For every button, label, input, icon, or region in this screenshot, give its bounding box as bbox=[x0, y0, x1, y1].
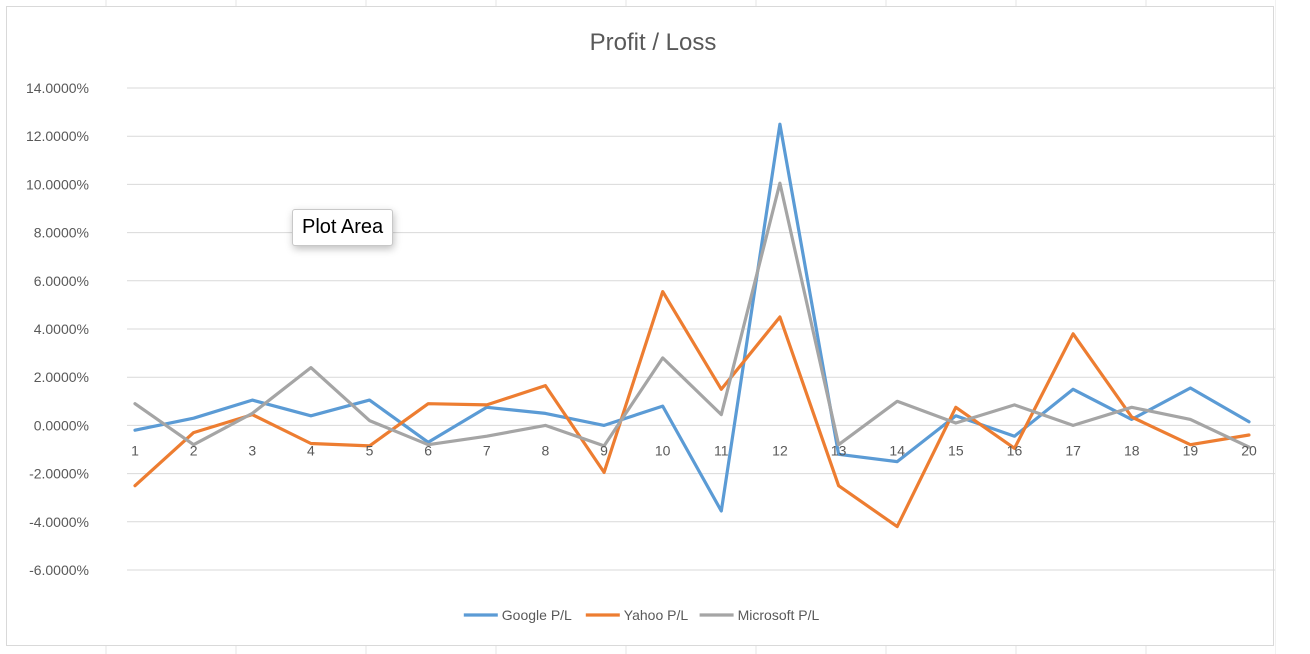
x-tick-label: 11 bbox=[714, 442, 729, 458]
x-tick-label: 5 bbox=[366, 442, 374, 458]
legend[interactable]: Google P/L Yahoo P/L Microsoft P/L bbox=[463, 607, 820, 623]
line-chart[interactable]: Profit / Loss 14.0000%12.0000%10.0000%8.… bbox=[7, 7, 1275, 647]
y-tick-label: 14.0000% bbox=[26, 80, 89, 96]
x-tick-label: 17 bbox=[1065, 442, 1081, 458]
x-tick-label: 13 bbox=[831, 442, 847, 458]
y-tick-label: -2.0000% bbox=[29, 466, 89, 482]
y-tick-label: 4.0000% bbox=[34, 321, 89, 337]
y-tick-label: 12.0000% bbox=[26, 128, 89, 144]
series-line[interactable] bbox=[133, 122, 1251, 513]
x-tick-label: 4 bbox=[307, 442, 315, 458]
chart-area[interactable]: Profit / Loss 14.0000% 12.0000% 10.0000% 8.… bbox=[6, 6, 1275, 647]
y-tick-label: -4.0000% bbox=[29, 514, 89, 530]
x-tick-label: 16 bbox=[1007, 442, 1023, 458]
plot-area-tooltip: Plot Area bbox=[292, 209, 394, 246]
x-tick-label: 12 bbox=[772, 442, 788, 458]
x-tick-label: 18 bbox=[1124, 442, 1140, 458]
x-tick-label: 2 bbox=[190, 442, 198, 458]
series-line[interactable] bbox=[133, 181, 1251, 449]
y-tick-label: 2.0000% bbox=[34, 369, 89, 385]
x-tick-label: 1 bbox=[131, 442, 139, 458]
x-tick-label: 10 bbox=[655, 442, 671, 458]
x-tick-label: 19 bbox=[1183, 442, 1199, 458]
series-lines[interactable] bbox=[133, 122, 1251, 529]
x-axis-ticks: 1 2 3 4 5 6 7 8 9 10 11 12 13 14 15 16 17 18 19 20 bbox=[131, 442, 1257, 458]
x-tick-label: 15 bbox=[948, 442, 964, 458]
x-tick-label: 14 bbox=[889, 442, 905, 458]
x-tick-label: 8 bbox=[542, 442, 550, 458]
y-axis-ticks: 14.0000% 12.0000% 10.0000% 8.0000% 6.0000% 4.… bbox=[26, 80, 89, 578]
series-line[interactable] bbox=[133, 290, 1251, 529]
legend-label[interactable]: Google P/L bbox=[502, 607, 572, 623]
y-tick-label: 0.0000% bbox=[34, 417, 89, 433]
x-tick-label: 20 bbox=[1241, 442, 1257, 458]
x-tick-label: 9 bbox=[600, 442, 608, 458]
x-tick-label: 3 bbox=[248, 442, 256, 458]
y-tick-label: 10.0000% bbox=[26, 176, 89, 192]
y-tick-label: 8.0000% bbox=[34, 225, 89, 241]
y-tick-label: -6.0000% bbox=[29, 562, 89, 578]
x-tick-label: 6 bbox=[424, 442, 432, 458]
y-tick-label: 6.0000% bbox=[34, 273, 89, 289]
legend-label[interactable]: Yahoo P/L bbox=[624, 607, 689, 623]
legend-label[interactable]: Microsoft P/L bbox=[738, 607, 820, 623]
sheet-right-margin bbox=[1276, 0, 1310, 654]
x-tick-label: 7 bbox=[483, 442, 491, 458]
chart-title[interactable]: Profit / Loss bbox=[590, 29, 717, 56]
gridlines bbox=[127, 87, 1275, 571]
